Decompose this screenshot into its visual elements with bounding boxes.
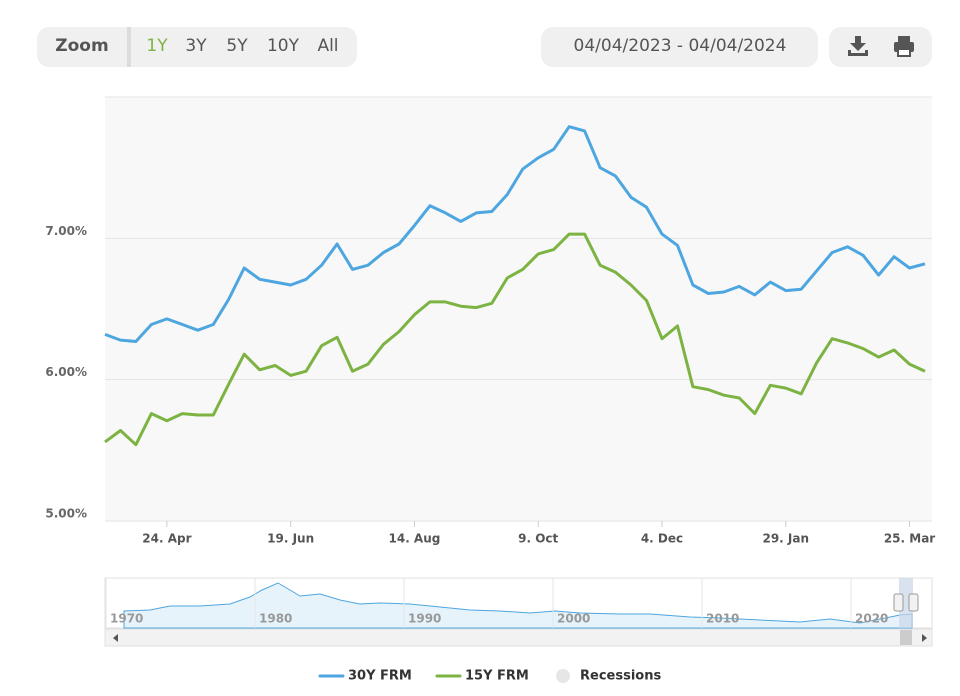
navigator-label: 1970	[110, 612, 143, 626]
navigator-label: 2020	[855, 612, 888, 626]
print-icon[interactable]	[894, 36, 914, 57]
x-tick-label: 9. Oct	[518, 532, 558, 546]
date-range-box[interactable]	[541, 27, 818, 67]
x-tick-label: 25. Mar	[884, 532, 935, 546]
legend-item[interactable]: 15Y FRM	[435, 669, 529, 684]
zoom-button[interactable]: 3Y	[185, 36, 207, 56]
x-tick-label: 19. Jun	[267, 532, 314, 546]
navigator-label: 2010	[706, 612, 739, 626]
zoom-button[interactable]: 1Y	[146, 36, 168, 56]
navigator-label: 1980	[259, 612, 292, 626]
export-bar	[829, 27, 932, 67]
y-tick-label: 7.00%	[45, 224, 87, 238]
navigator-label: 2000	[557, 612, 590, 626]
y-tick-label: 5.00%	[45, 507, 87, 521]
legend-label: 15Y FRM	[465, 669, 529, 684]
download-icon[interactable]	[848, 36, 868, 56]
legend-label: Recessions	[580, 669, 661, 684]
x-tick-label: 14. Aug	[389, 532, 441, 546]
navigator-label: 1990	[408, 612, 441, 626]
zoom-button[interactable]: 10Y	[267, 36, 300, 56]
zoom-button[interactable]: All	[317, 36, 338, 56]
scrollbar[interactable]	[104, 628, 933, 647]
zoom-label: Zoom	[55, 36, 108, 56]
series-line	[104, 125, 926, 343]
navigator-selection[interactable]	[899, 578, 913, 628]
navigator-handle-right[interactable]	[908, 593, 919, 612]
y-tick-label: 6.00%	[45, 365, 87, 379]
legend-item[interactable]: 30Y FRM	[318, 669, 412, 684]
zoom-bar	[37, 27, 357, 67]
date-range: 04/04/2023 - 04/04/2024	[574, 36, 787, 56]
series-line	[104, 232, 926, 447]
zoom-button[interactable]: 5Y	[226, 36, 248, 56]
scroll-right[interactable]	[922, 634, 927, 642]
x-tick-label: 4. Dec	[641, 532, 683, 546]
legend-label: 30Y FRM	[348, 669, 412, 684]
navigator-handle-left[interactable]	[893, 593, 904, 612]
plot-area	[105, 97, 932, 521]
x-tick-label: 24. Apr	[142, 532, 191, 546]
navigator-series	[123, 582, 913, 629]
zoom-divider	[127, 27, 131, 67]
scrollbar-thumb[interactable]	[900, 630, 912, 645]
legend-item[interactable]: Recessions	[556, 669, 661, 684]
x-tick-label: 29. Jan	[762, 532, 809, 546]
legend-swatch	[556, 669, 570, 683]
scroll-left[interactable]	[113, 634, 118, 642]
